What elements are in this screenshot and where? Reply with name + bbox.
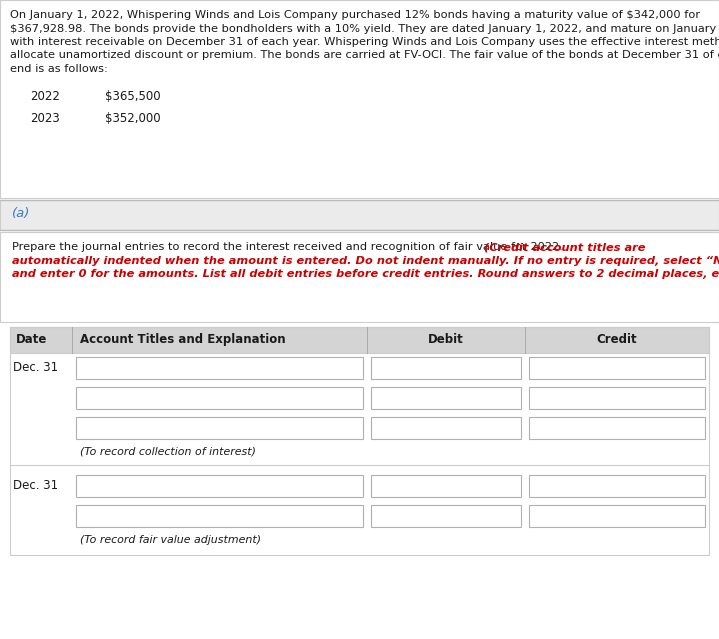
Text: automatically indented when the amount is entered. Do not indent manually. If no: automatically indented when the amount i…: [12, 256, 719, 265]
Text: (a): (a): [12, 207, 30, 220]
Text: Account Titles and Explanation: Account Titles and Explanation: [80, 333, 285, 346]
Bar: [371, 387, 521, 409]
Text: with interest receivable on December 31 of each year. Whispering Winds and Lois : with interest receivable on December 31 …: [10, 37, 719, 47]
Text: Prepare the journal entries to record the interest received and recognition of f: Prepare the journal entries to record th…: [12, 242, 567, 252]
Bar: [371, 357, 521, 379]
Bar: [371, 505, 521, 527]
Text: $365,500: $365,500: [105, 90, 160, 103]
Bar: [371, 475, 521, 497]
Text: Dec. 31: Dec. 31: [13, 479, 58, 492]
Bar: [0, 200, 719, 230]
Text: Dec. 31: Dec. 31: [13, 361, 58, 374]
Text: $352,000: $352,000: [105, 112, 160, 125]
Bar: [76, 505, 363, 527]
Text: (Credit account titles are: (Credit account titles are: [484, 242, 646, 252]
Text: (To record collection of interest): (To record collection of interest): [80, 447, 256, 457]
Text: $367,928.98. The bonds provide the bondholders with a 10% yield. They are dated : $367,928.98. The bonds provide the bondh…: [10, 24, 719, 33]
Text: end is as follows:: end is as follows:: [10, 64, 108, 74]
Bar: [76, 417, 363, 439]
Text: On January 1, 2022, Whispering Winds and Lois Company purchased 12% bonds having: On January 1, 2022, Whispering Winds and…: [10, 10, 700, 20]
Bar: [0, 0, 719, 198]
Bar: [529, 417, 705, 439]
Bar: [529, 475, 705, 497]
Bar: [529, 357, 705, 379]
Text: Date: Date: [16, 333, 47, 346]
Text: allocate unamortized discount or premium. The bonds are carried at FV-OCI. The f: allocate unamortized discount or premium…: [10, 50, 719, 61]
Bar: [529, 505, 705, 527]
Text: and enter 0 for the amounts. List all debit entries before credit entries. Round: and enter 0 for the amounts. List all de…: [12, 269, 719, 279]
Bar: [371, 417, 521, 439]
Text: Debit: Debit: [428, 333, 464, 346]
Bar: [529, 387, 705, 409]
Text: 2023: 2023: [30, 112, 60, 125]
Bar: [76, 357, 363, 379]
Text: Credit: Credit: [597, 333, 637, 346]
Text: (To record fair value adjustment): (To record fair value adjustment): [80, 535, 261, 545]
Bar: [76, 387, 363, 409]
Bar: [10, 327, 709, 555]
Bar: [0, 232, 719, 322]
Bar: [10, 327, 709, 353]
Bar: [76, 475, 363, 497]
Text: 2022: 2022: [30, 90, 60, 103]
